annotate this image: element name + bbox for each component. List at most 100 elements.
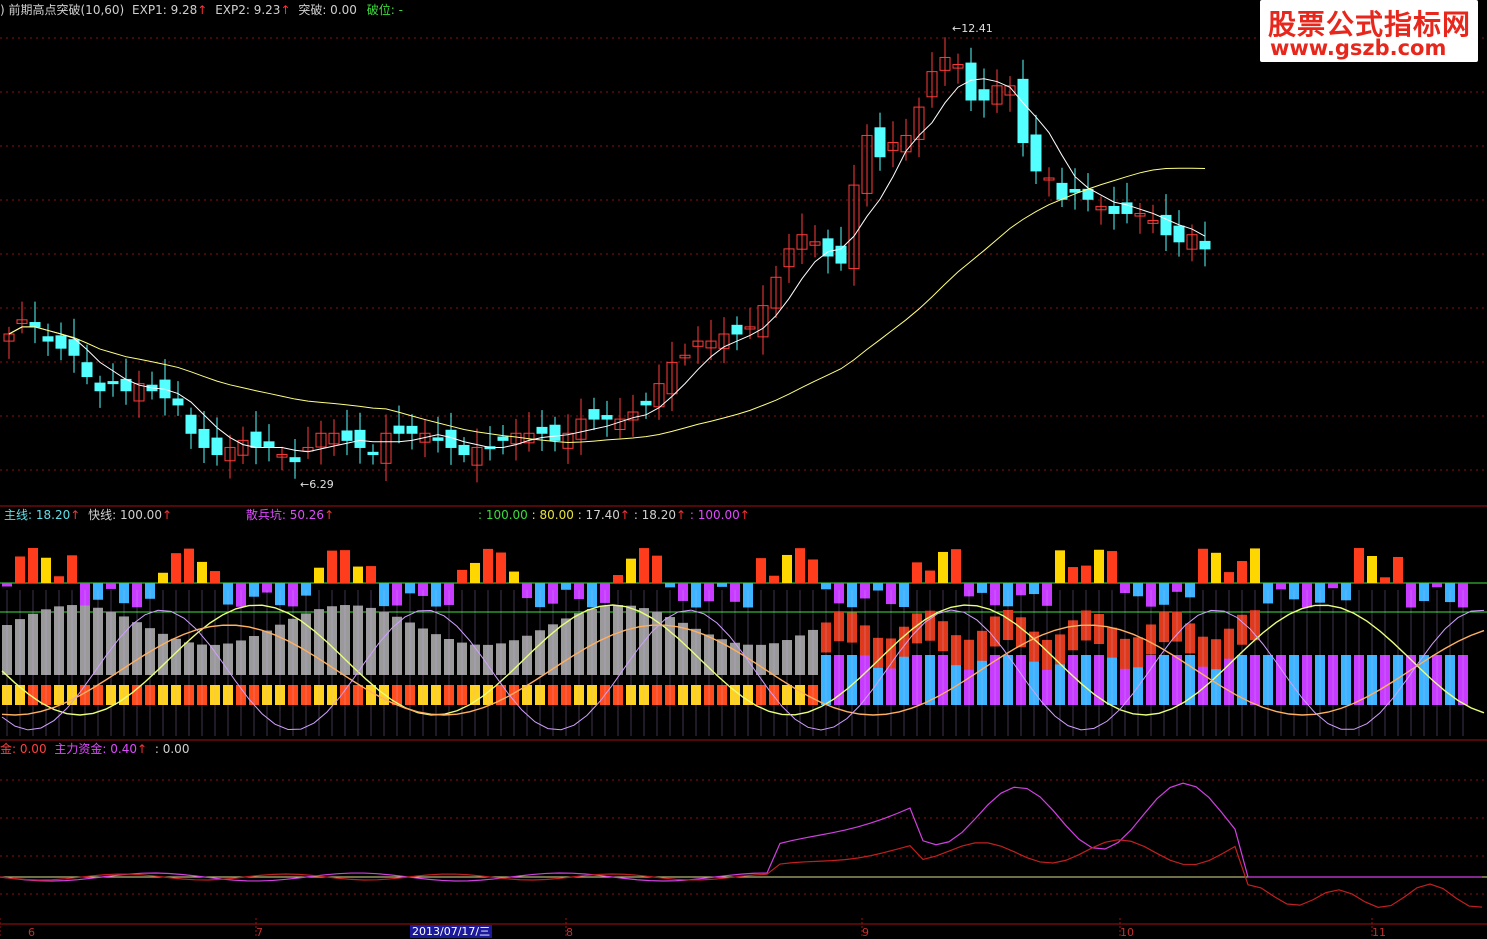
jin-line — [0, 839, 1483, 908]
candle-body — [263, 441, 275, 448]
candle-body — [471, 446, 483, 466]
sub2-v: : 0.00 — [154, 742, 190, 756]
candle-body — [1004, 85, 1016, 96]
bar-down — [1120, 583, 1130, 594]
candle-body — [198, 428, 210, 448]
bar-down — [1328, 583, 1338, 589]
candle-body — [679, 354, 691, 359]
logo-url: www.gszb.com — [1270, 36, 1447, 60]
candle-body — [536, 426, 548, 434]
bar-up — [1198, 548, 1208, 583]
bar-up — [1224, 572, 1234, 583]
bar-up — [769, 575, 779, 583]
bar-down — [301, 583, 311, 596]
candle-body — [29, 322, 41, 328]
candle-body — [822, 238, 834, 257]
bar-down — [1016, 583, 1026, 596]
candle-body — [666, 361, 678, 395]
bar-up — [314, 567, 324, 583]
ma5-line — [8, 78, 1206, 453]
bar-up — [340, 550, 350, 583]
candle-body — [1069, 188, 1081, 193]
candle-body — [1147, 220, 1159, 224]
sanbing-line — [1, 609, 1485, 731]
bar-up — [28, 548, 38, 583]
bar-up — [210, 571, 220, 583]
bar-down — [405, 583, 415, 594]
candle-body — [354, 429, 366, 448]
month-label-7: 7 — [256, 926, 263, 939]
candle-body — [549, 424, 561, 441]
candle-body — [1134, 212, 1146, 217]
bar-up — [951, 549, 961, 583]
bar-up — [366, 566, 376, 583]
candle-body — [81, 362, 93, 378]
candle-body — [94, 382, 106, 392]
candle-body — [276, 454, 288, 458]
bar-down — [821, 583, 831, 590]
bar-up — [1055, 550, 1065, 583]
candle-body — [315, 432, 327, 448]
month-label-8: 8 — [566, 926, 573, 939]
bar-up — [509, 571, 519, 583]
bar-up — [1393, 556, 1403, 583]
fast-line — [1, 604, 1485, 716]
bar-up — [1081, 565, 1091, 583]
bar-down — [665, 583, 675, 588]
candle-body — [874, 127, 886, 158]
main-line — [1, 624, 1485, 716]
candle-body — [575, 418, 587, 440]
bar-down — [873, 583, 883, 591]
bar-down — [262, 583, 272, 593]
candle-body — [458, 444, 470, 456]
bar-up — [327, 550, 337, 583]
bar-up — [652, 555, 662, 583]
candle-body — [835, 245, 847, 264]
candle-body — [432, 437, 444, 441]
bar-down — [1029, 583, 1039, 595]
candle-body — [107, 381, 119, 385]
candle-body — [16, 319, 28, 324]
bar-up — [171, 553, 181, 583]
candle-body — [341, 430, 353, 441]
bar-up — [15, 556, 25, 583]
bar-up — [41, 557, 51, 583]
bar-up — [756, 558, 766, 583]
bar-up — [626, 558, 636, 583]
candle-body — [133, 383, 145, 402]
month-label-11: 11 — [1372, 926, 1386, 939]
candle-body — [731, 324, 743, 335]
candle-body — [1160, 214, 1172, 236]
bar-down — [977, 583, 987, 593]
candle-body — [1186, 234, 1198, 250]
bar-down — [249, 583, 259, 597]
candle-body — [185, 414, 197, 434]
candle-body — [692, 340, 704, 347]
candle-body — [796, 234, 808, 250]
candle-body — [705, 340, 717, 349]
candle-body — [770, 276, 782, 309]
candle-body — [965, 62, 977, 101]
candle-body — [237, 439, 249, 456]
candle-body — [250, 431, 262, 448]
candle-body — [653, 383, 665, 408]
bar-up — [457, 569, 467, 583]
bar-up — [938, 551, 948, 583]
bar-up — [1237, 561, 1247, 583]
bar-up — [197, 561, 207, 583]
candle-body — [1017, 78, 1029, 144]
bar-up — [353, 566, 363, 583]
candle-body — [718, 333, 730, 349]
candle-body — [952, 64, 964, 69]
candle-body — [1095, 205, 1107, 211]
high-marker: ←12.41 — [952, 22, 993, 35]
indicator-name: ) 前期高点突破(10,60) — [0, 3, 125, 17]
bar-up — [912, 562, 922, 583]
candle-body — [926, 71, 938, 98]
exp2-value: EXP2: 9.23 — [215, 3, 281, 17]
candle-body — [939, 56, 951, 71]
sub1-v2: : 80.00 — [531, 508, 574, 522]
bar-down — [1133, 583, 1143, 597]
bar-down — [418, 583, 428, 596]
